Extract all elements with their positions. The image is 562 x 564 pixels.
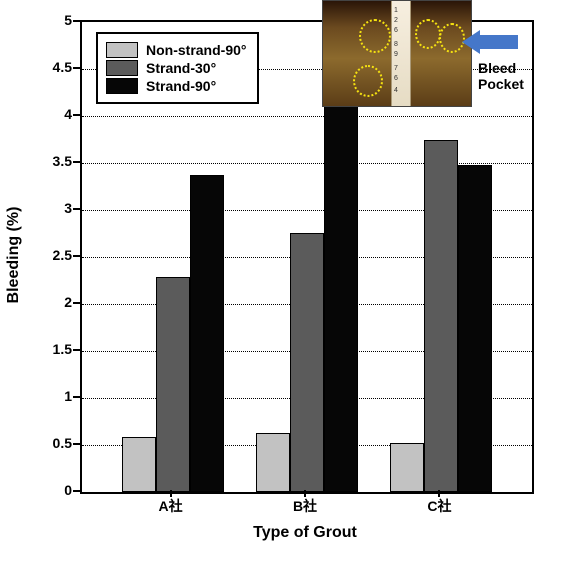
- bar: [156, 277, 190, 492]
- legend-label: Non-strand-90°: [146, 42, 247, 58]
- legend-swatch: [106, 60, 138, 76]
- legend-label: Strand-90°: [146, 78, 216, 94]
- y-tick-label: 0.5: [22, 435, 72, 451]
- y-tick-mark: [73, 349, 80, 351]
- legend-item: Strand-90°: [106, 78, 247, 94]
- y-tick-label: 0: [22, 482, 72, 498]
- y-tick-mark: [73, 67, 80, 69]
- x-tick-mark: [438, 490, 440, 497]
- gridline: [82, 116, 532, 117]
- annotation-label: Bleed Pocket: [478, 60, 524, 92]
- y-tick-mark: [73, 208, 80, 210]
- bar: [122, 437, 156, 492]
- bar: [290, 233, 324, 492]
- y-tick-label: 4: [22, 106, 72, 122]
- arrow-icon: [462, 30, 518, 54]
- ruler-icon: 1 2 6 8 9 7 6 4: [391, 1, 411, 106]
- x-tick-mark: [170, 490, 172, 497]
- gridline: [82, 163, 532, 164]
- legend-item: Non-strand-90°: [106, 42, 247, 58]
- x-category-label: A社: [159, 496, 183, 516]
- bar-chart: Bleeding (%) Non-strand-90° Strand-30° S…: [0, 0, 562, 564]
- y-tick-label: 5: [22, 12, 72, 28]
- x-category-label: B社: [293, 496, 317, 516]
- y-tick-mark: [73, 396, 80, 398]
- legend-swatch: [106, 78, 138, 94]
- y-tick-mark: [73, 443, 80, 445]
- x-tick-mark: [304, 490, 306, 497]
- bar: [390, 443, 424, 492]
- bar: [458, 165, 492, 492]
- y-tick-mark: [73, 114, 80, 116]
- legend-label: Strand-30°: [146, 60, 216, 76]
- highlight-circle: [415, 19, 441, 49]
- inset-photo: 1 2 6 8 9 7 6 4: [322, 0, 472, 107]
- legend-item: Strand-30°: [106, 60, 247, 76]
- y-tick-mark: [73, 20, 80, 22]
- y-axis-label: Bleeding (%): [5, 207, 23, 304]
- bar: [256, 433, 290, 492]
- x-category-label: C社: [427, 496, 451, 516]
- highlight-circle: [353, 65, 383, 97]
- y-tick-label: 2.5: [22, 247, 72, 263]
- y-tick-mark: [73, 255, 80, 257]
- bar: [190, 175, 224, 492]
- y-tick-mark: [73, 161, 80, 163]
- y-tick-label: 3: [22, 200, 72, 216]
- y-tick-label: 4.5: [22, 59, 72, 75]
- bar: [424, 140, 458, 492]
- y-tick-label: 2: [22, 294, 72, 310]
- bar: [324, 90, 358, 492]
- y-tick-label: 3.5: [22, 153, 72, 169]
- legend: Non-strand-90° Strand-30° Strand-90°: [96, 32, 259, 104]
- legend-swatch: [106, 42, 138, 58]
- highlight-circle: [359, 19, 391, 53]
- x-axis-label: Type of Grout: [253, 524, 357, 542]
- y-tick-mark: [73, 490, 80, 492]
- y-tick-label: 1.5: [22, 341, 72, 357]
- y-tick-label: 1: [22, 388, 72, 404]
- y-tick-mark: [73, 302, 80, 304]
